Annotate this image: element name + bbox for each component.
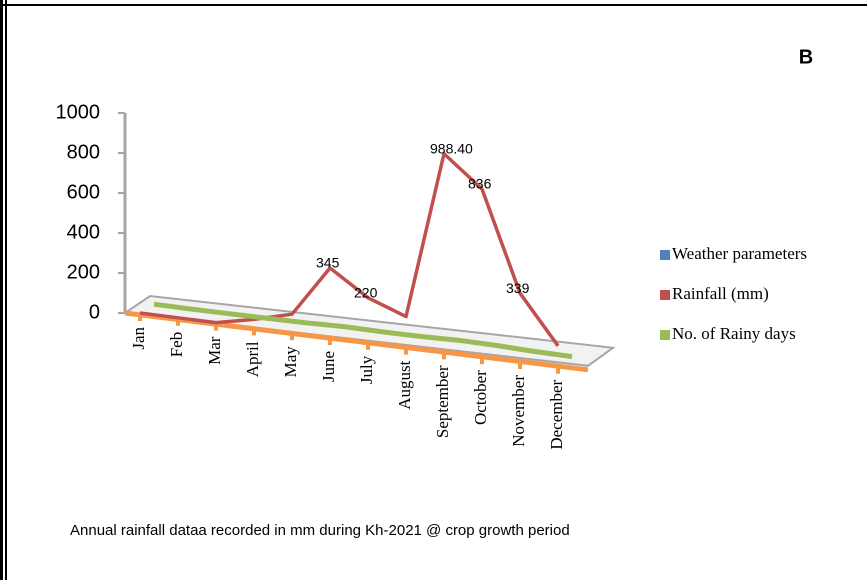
y-tick-label: 1000 — [56, 101, 101, 123]
x-tick-label: December — [547, 379, 566, 449]
x-tick-label: October — [471, 370, 490, 425]
legend-swatch — [660, 330, 670, 340]
y-tick-label: 400 — [67, 221, 100, 243]
y-tick-label: 0 — [89, 301, 100, 323]
legend-label: No. of Rainy days — [672, 324, 796, 343]
frame-left-inner — [5, 0, 7, 580]
y-tick-label: 600 — [67, 181, 100, 203]
panel-label: B — [799, 46, 813, 68]
data-label: 220 — [354, 285, 378, 301]
data-label: 345 — [316, 255, 340, 271]
x-tick-label: April — [243, 341, 262, 377]
y-tick-label: 200 — [67, 261, 100, 283]
frame-top — [0, 4, 867, 6]
data-label: 988.40 — [430, 140, 473, 156]
series-line — [139, 151, 560, 347]
y-tick-label: 800 — [67, 141, 100, 163]
legend-label: Rainfall (mm) — [672, 284, 769, 303]
data-label: 836 — [468, 176, 492, 192]
frame-left — [0, 0, 3, 580]
caption: Annual rainfall dataa recorded in mm dur… — [70, 522, 570, 539]
x-tick-label: July — [357, 355, 376, 384]
x-tick-label: June — [319, 351, 338, 382]
legend-swatch — [660, 290, 670, 300]
x-tick-label: November — [509, 375, 528, 447]
x-tick-label: September — [433, 365, 452, 438]
legend-label: Weather parameters — [672, 244, 807, 263]
x-tick-label: Feb — [167, 332, 186, 358]
x-tick-label: Mar — [205, 336, 224, 365]
series-line — [153, 301, 573, 360]
x-tick-label: August — [395, 360, 414, 409]
x-tick-label: Jan — [129, 327, 148, 350]
data-label: 339 — [506, 280, 530, 296]
x-tick-label: May — [281, 346, 300, 378]
legend-swatch — [660, 250, 670, 260]
